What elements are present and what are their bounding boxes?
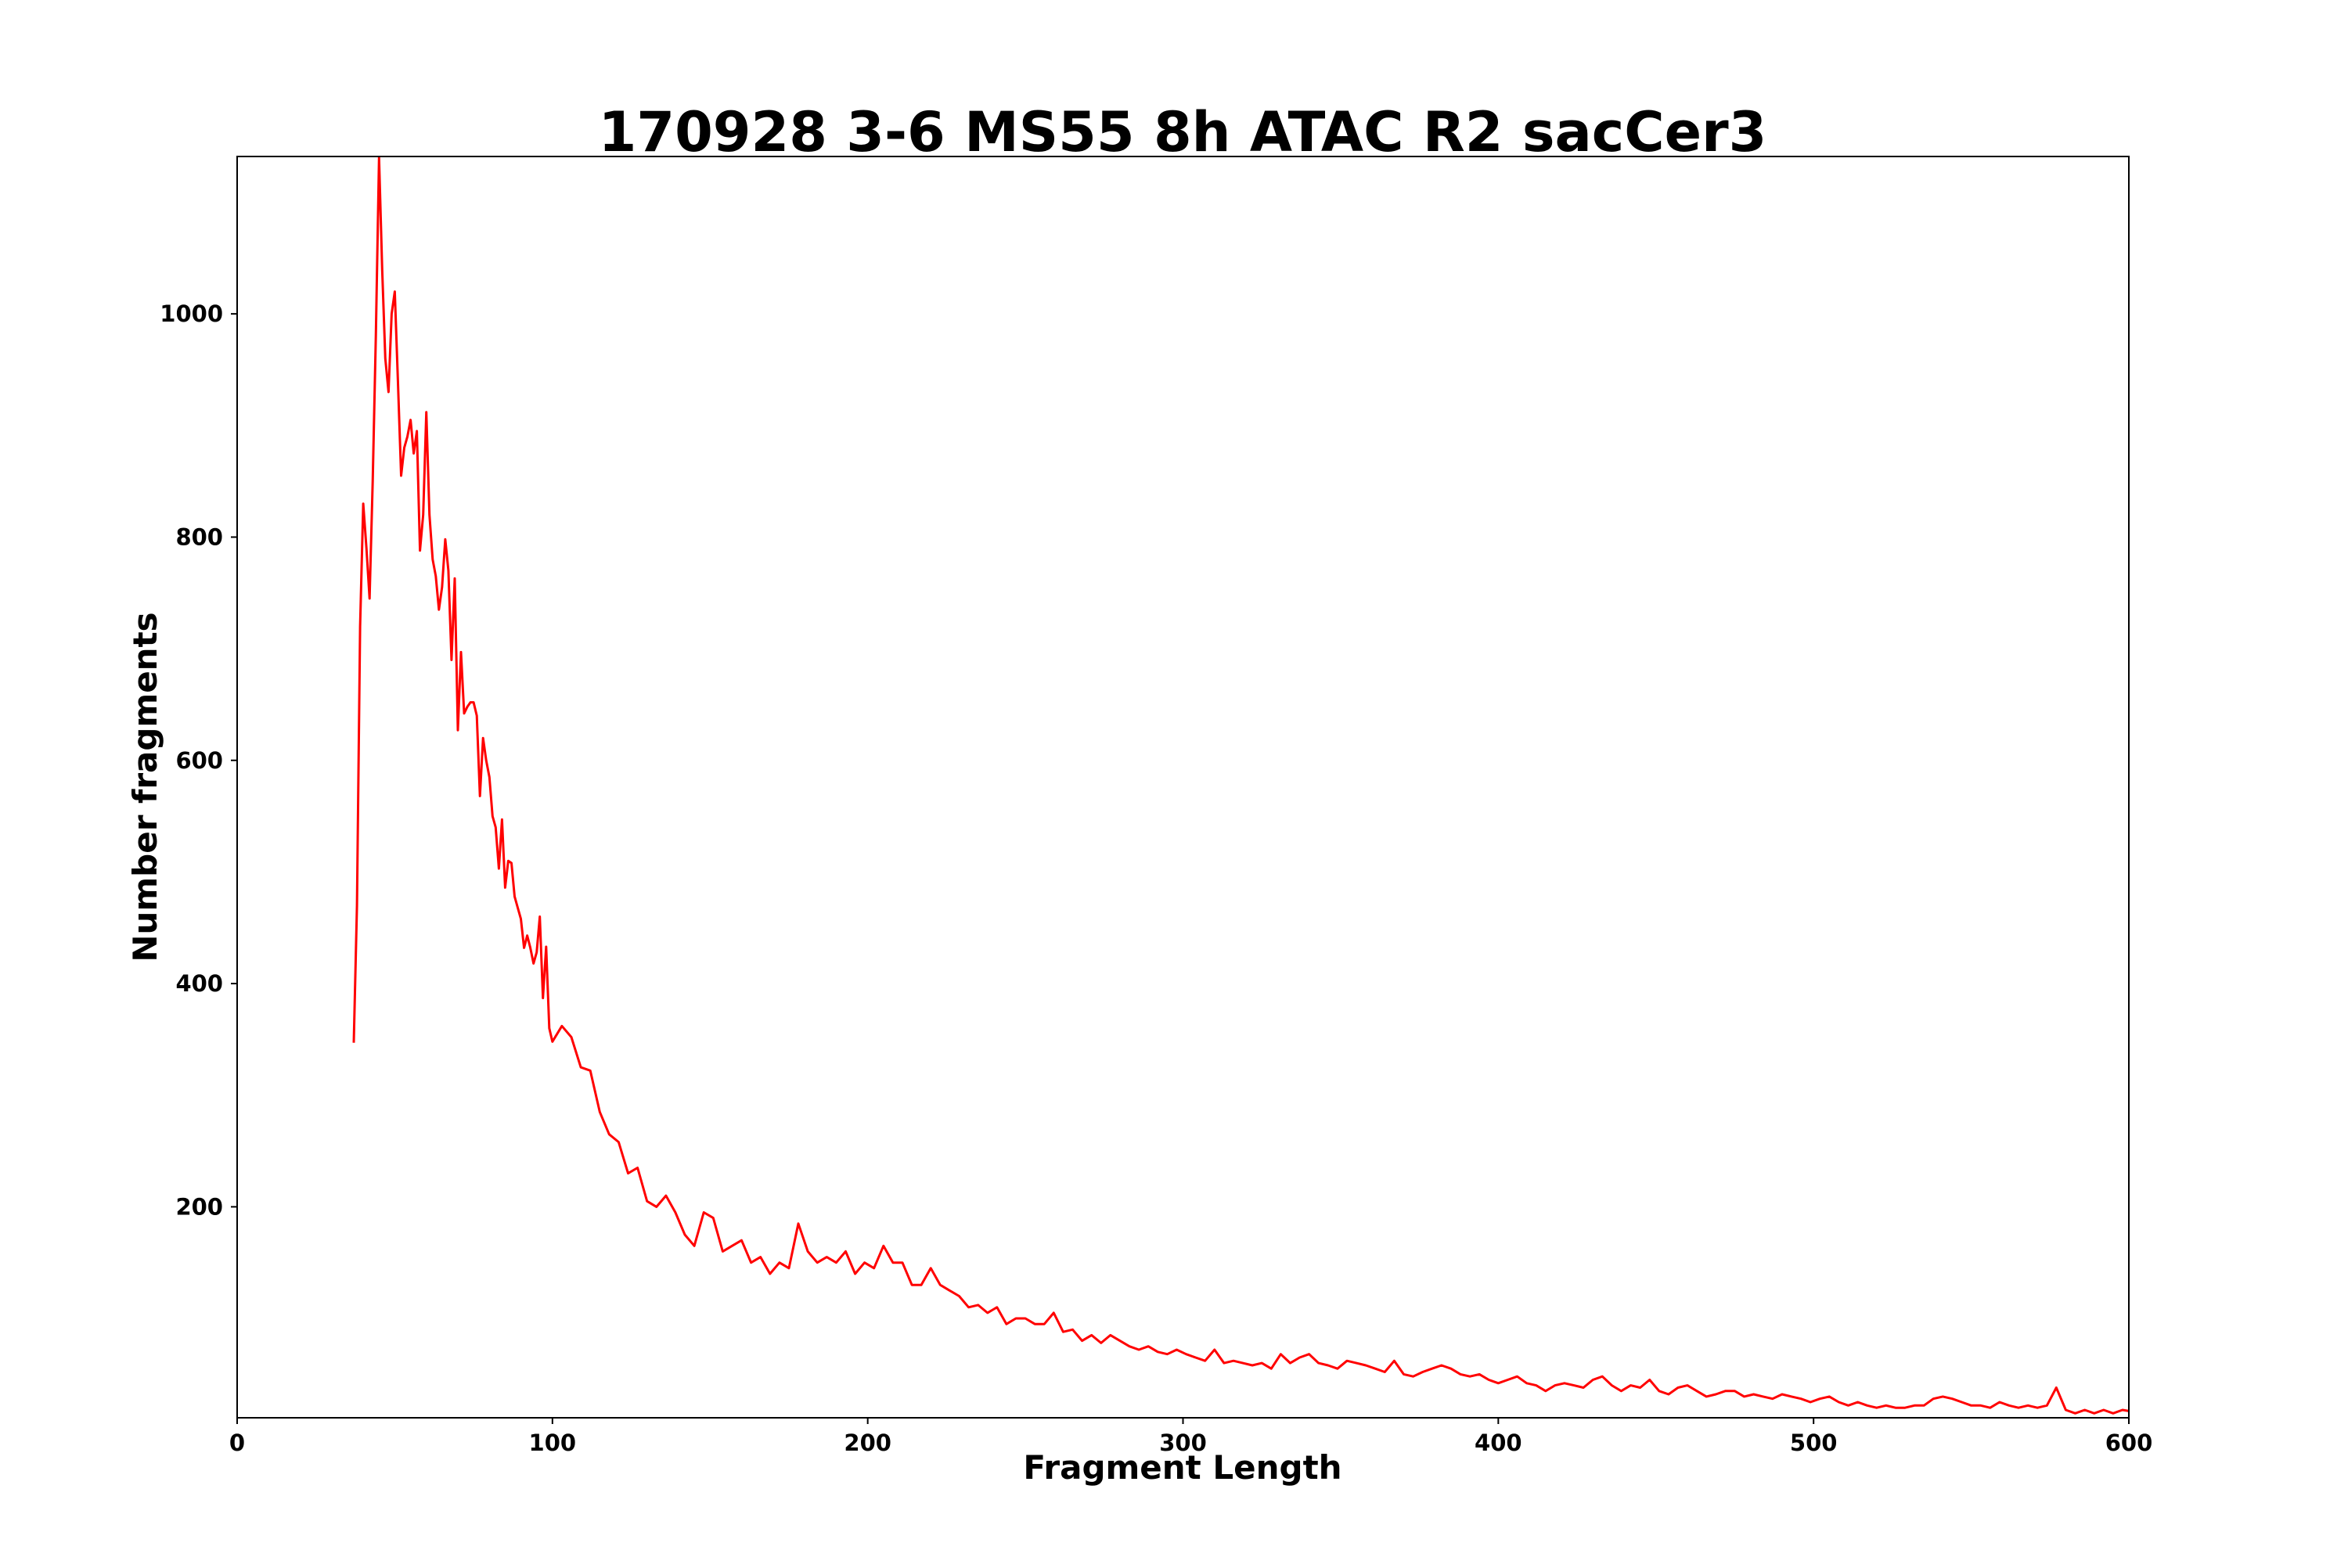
- x-tick-label: 400: [1475, 1430, 1522, 1456]
- y-tick-label: 800: [175, 523, 223, 550]
- x-tick-label: 500: [1790, 1430, 1838, 1456]
- y-axis: 200 400 600 800 1000: [160, 300, 237, 1220]
- x-axis-label: Fragment Length: [1023, 1448, 1341, 1487]
- y-tick-label: 400: [175, 970, 223, 997]
- x-axis: 0 100 200 300 400 500 600: [229, 1418, 2152, 1456]
- x-tick-label: 200: [844, 1430, 891, 1456]
- y-tick-label: 200: [175, 1193, 223, 1220]
- y-tick-label: 600: [175, 747, 223, 774]
- plot-area: [352, 156, 2130, 1415]
- x-tick-label: 100: [529, 1430, 577, 1456]
- series-line-fragments: [352, 156, 2130, 1415]
- x-tick-label: 0: [229, 1430, 245, 1456]
- x-tick-label: 300: [1159, 1430, 1207, 1456]
- x-tick-label: 600: [2105, 1430, 2153, 1456]
- y-tick-label: 1000: [160, 300, 223, 327]
- y-axis-label: Number fragments: [126, 612, 164, 962]
- chart-title: 170928 3-6 MS55 8h ATAC R2 sacCer3: [599, 100, 1767, 164]
